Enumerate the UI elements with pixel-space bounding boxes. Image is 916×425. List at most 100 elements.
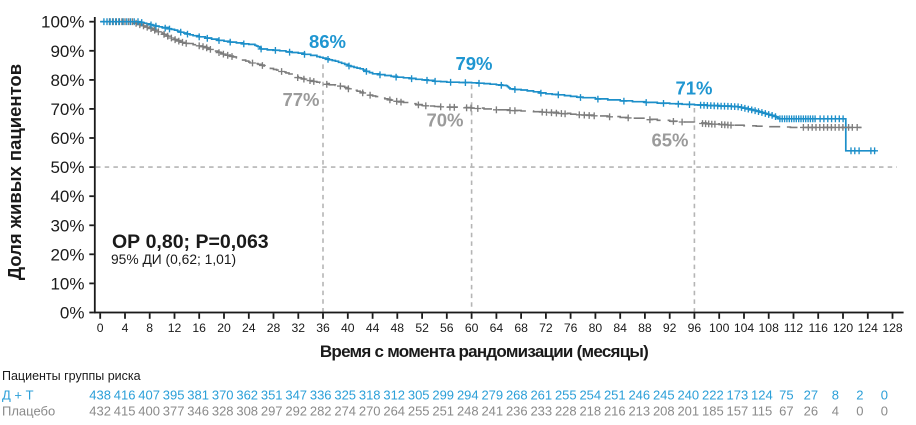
svg-text:86%: 86%: [309, 31, 346, 52]
svg-text:124: 124: [751, 388, 773, 403]
svg-text:4: 4: [832, 404, 839, 419]
svg-text:251: 251: [432, 404, 454, 419]
svg-text:48: 48: [391, 321, 405, 335]
svg-text:381: 381: [187, 388, 209, 403]
svg-text:80: 80: [589, 321, 603, 335]
svg-text:44: 44: [366, 321, 380, 335]
svg-text:32: 32: [292, 321, 306, 335]
svg-text:100: 100: [709, 321, 730, 335]
svg-text:351: 351: [261, 388, 283, 403]
svg-text:70%: 70%: [50, 100, 84, 119]
svg-text:305: 305: [408, 388, 430, 403]
svg-text:270: 270: [359, 404, 381, 419]
svg-text:70%: 70%: [426, 110, 463, 131]
svg-text:415: 415: [114, 404, 136, 419]
svg-text:246: 246: [628, 388, 650, 403]
svg-text:76: 76: [564, 321, 578, 335]
svg-text:328: 328: [212, 404, 234, 419]
svg-text:216: 216: [604, 404, 626, 419]
svg-text:292: 292: [285, 404, 307, 419]
svg-text:Плацебо: Плацебо: [2, 404, 55, 419]
svg-text:407: 407: [138, 388, 160, 403]
svg-text:282: 282: [310, 404, 332, 419]
svg-text:27: 27: [804, 388, 818, 403]
svg-text:0: 0: [881, 404, 888, 419]
svg-text:80%: 80%: [50, 71, 84, 90]
svg-text:336: 336: [310, 388, 332, 403]
svg-text:8: 8: [832, 388, 839, 403]
svg-text:346: 346: [187, 404, 209, 419]
svg-text:50%: 50%: [50, 158, 84, 177]
svg-text:264: 264: [383, 404, 405, 419]
svg-text:240: 240: [677, 388, 699, 403]
svg-text:72: 72: [539, 321, 553, 335]
svg-text:56: 56: [440, 321, 454, 335]
svg-text:124: 124: [858, 321, 879, 335]
svg-text:16: 16: [192, 321, 206, 335]
svg-text:370: 370: [212, 388, 234, 403]
svg-text:26: 26: [804, 404, 818, 419]
svg-text:228: 228: [555, 404, 577, 419]
svg-text:347: 347: [285, 388, 307, 403]
svg-text:24: 24: [242, 321, 256, 335]
svg-text:Время с момента рандомизации (: Время с момента рандомизации (месяцы): [320, 342, 648, 361]
svg-text:173: 173: [727, 388, 749, 403]
svg-text:279: 279: [481, 388, 503, 403]
svg-text:28: 28: [267, 321, 281, 335]
svg-text:10%: 10%: [50, 274, 84, 293]
svg-text:268: 268: [506, 388, 528, 403]
svg-text:222: 222: [702, 388, 724, 403]
svg-text:84: 84: [613, 321, 627, 335]
svg-text:416: 416: [114, 388, 136, 403]
svg-text:297: 297: [261, 404, 283, 419]
svg-text:8: 8: [146, 321, 153, 335]
svg-text:68: 68: [514, 321, 528, 335]
svg-text:0%: 0%: [60, 304, 85, 323]
svg-text:100%: 100%: [41, 13, 84, 32]
svg-text:0: 0: [97, 321, 104, 335]
svg-text:294: 294: [457, 388, 479, 403]
svg-text:64: 64: [490, 321, 504, 335]
svg-text:79%: 79%: [455, 53, 492, 74]
svg-text:245: 245: [653, 388, 675, 403]
svg-text:218: 218: [579, 404, 601, 419]
svg-text:2: 2: [856, 388, 863, 403]
svg-text:112: 112: [784, 321, 804, 335]
svg-text:248: 248: [457, 404, 479, 419]
svg-text:261: 261: [530, 388, 552, 403]
svg-text:30%: 30%: [50, 216, 84, 235]
svg-text:60: 60: [465, 321, 479, 335]
svg-text:395: 395: [163, 388, 185, 403]
svg-text:157: 157: [727, 404, 749, 419]
svg-text:233: 233: [530, 404, 552, 419]
svg-text:20: 20: [217, 321, 231, 335]
svg-text:318: 318: [359, 388, 381, 403]
svg-text:255: 255: [555, 388, 577, 403]
svg-text:65%: 65%: [651, 130, 688, 151]
svg-text:255: 255: [408, 404, 430, 419]
svg-text:95% ДИ (0,62; 1,01): 95% ДИ (0,62; 1,01): [111, 252, 236, 267]
svg-text:115: 115: [752, 404, 773, 419]
svg-text:Доля живых пациентов: Доля живых пациентов: [4, 64, 25, 280]
svg-text:213: 213: [628, 404, 650, 419]
svg-text:185: 185: [702, 404, 724, 419]
svg-text:96: 96: [688, 321, 702, 335]
svg-text:40%: 40%: [50, 187, 84, 206]
svg-text:241: 241: [481, 404, 503, 419]
svg-text:108: 108: [759, 321, 780, 335]
svg-text:254: 254: [579, 388, 601, 403]
svg-text:Пациенты группы риска: Пациенты группы риска: [2, 369, 141, 383]
svg-text:0: 0: [881, 388, 888, 403]
svg-text:90%: 90%: [50, 42, 84, 61]
svg-text:274: 274: [334, 404, 356, 419]
svg-text:77%: 77%: [282, 89, 319, 110]
svg-text:400: 400: [138, 404, 160, 419]
svg-text:208: 208: [653, 404, 675, 419]
svg-text:60%: 60%: [50, 129, 84, 148]
svg-text:128: 128: [882, 321, 903, 335]
svg-text:4: 4: [122, 321, 129, 335]
svg-text:20%: 20%: [50, 245, 84, 264]
svg-text:299: 299: [432, 388, 454, 403]
svg-text:362: 362: [236, 388, 258, 403]
svg-text:92: 92: [663, 321, 677, 335]
